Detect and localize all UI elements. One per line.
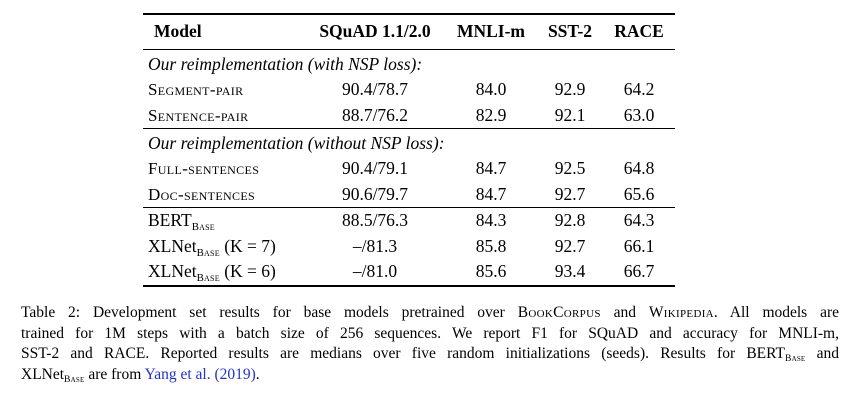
caption-subscript: Base: [785, 353, 806, 365]
cell-mnli-m: 84.7: [475, 158, 507, 178]
model-name: XLNetBase (K = 6): [143, 259, 305, 286]
cell-squad: 88.7/76.2: [341, 104, 409, 125]
table-row: Full-sentences 90.4/79.1 84.7 92.5 64.8: [143, 156, 675, 182]
cell-mnli-m: 84.0: [475, 79, 507, 99]
cell-sst-2: 92.1: [554, 104, 586, 125]
cell-sst-2: 92.7: [554, 183, 586, 204]
col-header-model: Model: [154, 21, 202, 41]
caption-text: BERT: [746, 345, 785, 363]
cell-squad: 88.5/76.3: [341, 210, 409, 230]
header-row: Model SQuAD 1.1/2.0 MNLI-m SST-2 RACE: [143, 14, 675, 50]
cell-mnli-m: 85.6: [475, 261, 507, 281]
model-suffix: (K = 6): [219, 261, 276, 281]
cell-squad: –/81.0: [352, 261, 398, 281]
caption-text: SST-2 and RACE. Reported results are med…: [21, 345, 747, 363]
cell-race: 64.2: [623, 79, 655, 99]
model-suffix: (K = 7): [219, 235, 276, 256]
cell-mnli-m: 84.7: [475, 183, 507, 204]
model-subscript: Base: [196, 246, 220, 259]
cell-mnli-m: 82.9: [475, 104, 507, 125]
cell-mnli-m: 84.3: [475, 210, 507, 230]
table-header: Model SQuAD 1.1/2.0 MNLI-m SST-2 RACE: [143, 14, 675, 50]
cell-squad: 90.4/78.7: [341, 79, 409, 99]
cell-squad: –/81.3: [352, 235, 398, 256]
cell-squad: 90.6/79.7: [341, 183, 409, 204]
cell-race: 66.7: [623, 261, 655, 281]
caption-smallcaps: Wikipedia: [648, 304, 714, 321]
model-text: XLNet: [148, 235, 197, 256]
table-row: Segment-pair 90.4/78.7 84.0 92.9 64.2: [143, 77, 675, 103]
table-row: XLNetBase (K = 7) –/81.3 85.8 92.7 66.1: [143, 234, 675, 260]
model-text: XLNet: [148, 261, 197, 281]
cell-squad: 90.4/79.1: [341, 158, 409, 178]
section-heading: Our reimplementation (without NSP loss):: [148, 133, 445, 153]
cell-sst-2: 92.5: [554, 158, 586, 178]
cell-race: 64.3: [623, 210, 655, 230]
model-text: BERT: [148, 210, 192, 230]
model-subscript: Base: [196, 271, 220, 284]
section-baselines: BERTBase 88.5/76.3 84.3 92.8 64.3 XLNetB…: [143, 208, 675, 286]
table-row: Sentence-pair 88.7/76.2 82.9 92.1 63.0: [143, 103, 675, 129]
model-name: Sentence-pair: [148, 105, 249, 125]
caption-line: Table 2: Development set results for bas…: [21, 303, 839, 324]
cell-sst-2: 92.8: [554, 210, 586, 230]
section-with-nsp: Our reimplementation (with NSP loss): Se…: [143, 50, 675, 129]
results-table: Model SQuAD 1.1/2.0 MNLI-m SST-2 RACE Ou…: [143, 13, 675, 287]
model-name: XLNetBase (K = 7): [143, 234, 305, 260]
cell-race: 64.8: [623, 158, 655, 178]
col-header-race: RACE: [614, 21, 664, 41]
section-without-nsp: Our reimplementation (without NSP loss):…: [143, 129, 675, 208]
table-row: BERTBase 88.5/76.3 84.3 92.8 64.3: [143, 208, 675, 234]
section-heading-row: Our reimplementation (without NSP loss):: [143, 129, 675, 157]
caption-subscript: Base: [64, 373, 85, 385]
table-row: XLNetBase (K = 6) –/81.0 85.6 93.4 66.7: [143, 259, 675, 286]
cell-race: 65.6: [623, 183, 655, 204]
caption-text: and: [805, 345, 839, 363]
caption-line: SST-2 and RACE. Reported results are med…: [21, 344, 839, 365]
cell-sst-2: 93.4: [554, 261, 586, 281]
cell-sst-2: 92.7: [554, 235, 586, 256]
model-name: Doc-sentences: [148, 184, 256, 204]
caption-text: XLNet: [21, 366, 65, 384]
table-row: Doc-sentences 90.6/79.7 84.7 92.7 65.6: [143, 182, 675, 208]
caption-text: .: [255, 366, 260, 384]
caption-line: XLNetBase are from Yang et al. (2019).: [21, 365, 839, 386]
caption-text: Table 2: Development set results for bas…: [21, 304, 518, 321]
caption-text: and: [600, 304, 649, 321]
model-subscript: Base: [191, 220, 215, 233]
caption-text: are from: [84, 366, 145, 384]
cell-mnli-m: 85.8: [475, 235, 507, 256]
model-name: Full-sentences: [148, 159, 260, 178]
model-name: Segment-pair: [148, 80, 244, 99]
cell-race: 63.0: [623, 104, 655, 125]
table-caption: Table 2: Development set results for bas…: [21, 303, 839, 386]
caption-text: . All models are: [713, 304, 839, 321]
citation-link[interactable]: Yang et al. (2019): [144, 366, 256, 384]
cell-sst-2: 92.9: [554, 79, 586, 99]
model-name: BERTBase: [143, 208, 305, 234]
col-header-mnli-m: MNLI-m: [456, 21, 526, 41]
section-heading-row: Our reimplementation (with NSP loss):: [143, 50, 675, 78]
caption-smallcaps: BookCorpus: [517, 304, 601, 321]
caption-line: trained for 1M steps with a batch size o…: [21, 324, 839, 345]
col-header-squad: SQuAD 1.1/2.0: [319, 21, 431, 41]
section-heading: Our reimplementation (with NSP loss):: [148, 54, 423, 74]
caption-text: trained for 1M steps with a batch size o…: [21, 324, 839, 342]
col-header-sst-2: SST-2: [547, 21, 593, 41]
cell-race: 66.1: [623, 235, 655, 256]
